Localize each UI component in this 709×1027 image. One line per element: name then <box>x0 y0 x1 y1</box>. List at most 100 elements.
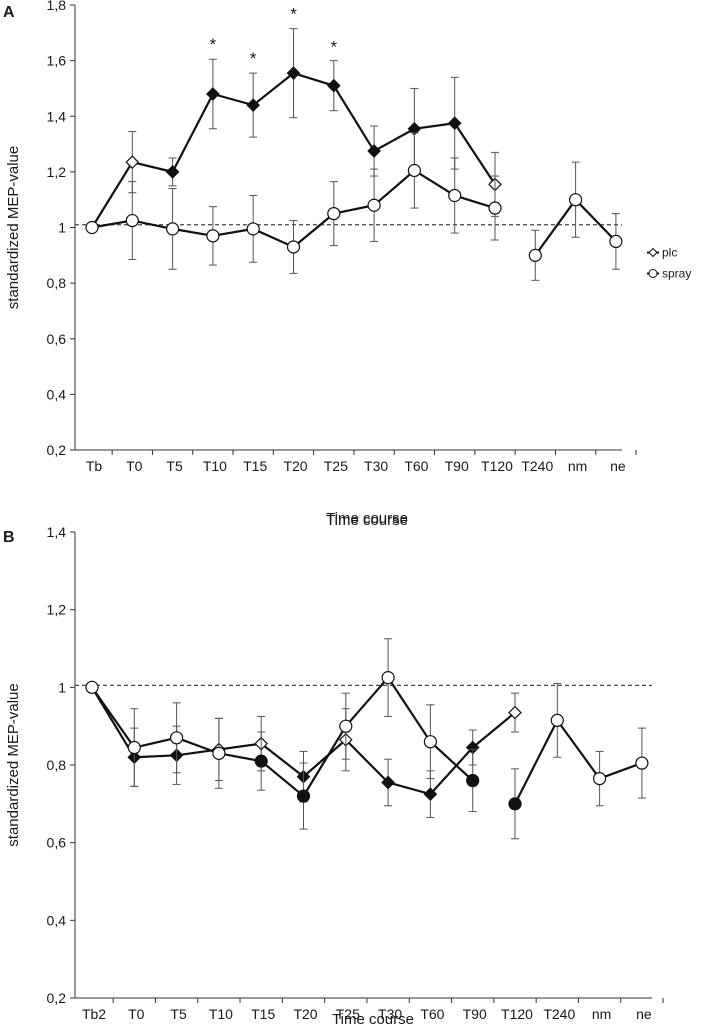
x-axis-title: Time course <box>332 1011 414 1027</box>
data-point <box>592 771 607 786</box>
x-tick-label: T25 <box>336 1006 360 1022</box>
data-point <box>206 229 220 243</box>
series-spray <box>85 132 623 281</box>
data-point <box>296 789 311 803</box>
data-point <box>448 188 462 203</box>
y-tick-label: 0,2 <box>47 990 67 1006</box>
y-tick-label: 0,6 <box>47 835 67 851</box>
y-axis-title: standardized MEP-value <box>5 683 22 846</box>
x-tick-label: ne <box>636 1006 652 1022</box>
x-tick-label: T5 <box>170 1006 187 1022</box>
data-point <box>246 222 260 236</box>
significance-marker: * <box>330 38 337 57</box>
data-point <box>170 731 184 745</box>
x-tick-label: T5 <box>166 458 183 474</box>
y-tick-label: 0,8 <box>47 757 67 773</box>
data-point <box>381 775 395 790</box>
x-tick-label: T240 <box>521 458 553 474</box>
y-tick-label: 1 <box>58 220 66 236</box>
y-tick-label: 1,8 <box>47 0 67 13</box>
x-tick-label: T15 <box>251 1006 275 1022</box>
data-point <box>609 234 623 249</box>
significance-marker: * <box>210 35 217 54</box>
data-point <box>206 87 220 101</box>
series-line <box>91 676 474 798</box>
data-point <box>635 756 649 770</box>
y-tick-label: 0,2 <box>47 442 67 458</box>
y-tick-label: 1,2 <box>47 164 67 180</box>
data-point <box>85 680 99 694</box>
x-tick-label: Tb <box>86 458 103 474</box>
data-point <box>127 740 141 755</box>
x-axis-title-top: Time course <box>326 510 408 527</box>
data-point <box>407 163 421 178</box>
data-point <box>381 671 395 685</box>
data-point <box>339 719 353 733</box>
x-tick-label: T60 <box>420 1006 444 1022</box>
data-point <box>286 66 301 80</box>
series-line <box>514 719 643 805</box>
legend-label-plc: plc <box>662 246 677 260</box>
y-tick-label: 1 <box>58 679 66 695</box>
x-tick-label: nm <box>592 1006 611 1022</box>
x-tick-label: nm <box>568 458 587 474</box>
y-tick-label: 1,2 <box>47 602 67 618</box>
data-point <box>125 155 140 169</box>
y-tick-label: 0,8 <box>47 275 67 291</box>
x-tick-label: T90 <box>463 1006 487 1022</box>
y-tick-label: 0,4 <box>47 912 67 928</box>
x-tick-label: T90 <box>445 458 469 474</box>
data-point <box>488 201 502 215</box>
data-point <box>423 735 437 749</box>
x-tick-label: T0 <box>126 458 143 474</box>
x-tick-label: T120 <box>501 1006 533 1022</box>
y-tick-label: 1,4 <box>47 108 67 124</box>
data-point <box>550 713 564 727</box>
chart-panel-a: A 0,2 0,4 0,6 0,8 1 1,2 1,4 1,6 1,8 Tb T0 T5 T10 T15 T2… <box>3 0 691 529</box>
x-tick-label: T10 <box>203 458 227 474</box>
data-point <box>508 705 522 720</box>
data-point <box>447 116 462 131</box>
data-point <box>423 787 438 801</box>
panel-letter: B <box>3 529 15 546</box>
x-tick-label: T10 <box>209 1006 233 1022</box>
series-plc <box>85 28 502 235</box>
legend: plc spray <box>647 246 691 281</box>
y-axis-title: standardized MEP-value <box>5 146 22 309</box>
data-point <box>246 98 261 112</box>
y-tick-label: 0,4 <box>47 386 67 402</box>
data-point <box>286 240 301 254</box>
y-tick-label: 1,6 <box>47 53 67 69</box>
data-point <box>125 213 139 228</box>
panel-letter: A <box>3 4 15 21</box>
data-point <box>165 165 180 179</box>
x-tick-label: T30 <box>364 458 388 474</box>
data-point <box>212 746 226 760</box>
significance-marker: * <box>290 4 297 23</box>
significance-marker: * <box>250 49 257 68</box>
data-point <box>568 193 583 207</box>
series-spray <box>85 638 649 840</box>
legend-label-spray: spray <box>662 267 691 281</box>
data-point <box>85 220 99 235</box>
data-point <box>508 797 522 811</box>
legend-marker-plc <box>648 247 658 258</box>
data-point <box>166 222 180 236</box>
x-tick-label: T20 <box>283 458 307 474</box>
x-axis-title: Time course <box>326 512 408 529</box>
x-tick-label: T240 <box>543 1006 575 1022</box>
x-tick-label: T25 <box>324 458 348 474</box>
y-tick-label: 0,6 <box>47 331 67 347</box>
data-point <box>466 773 480 788</box>
data-point <box>367 198 381 212</box>
y-tick-label: 1,4 <box>47 524 67 540</box>
legend-marker-spray <box>648 269 658 278</box>
x-tick-label: T60 <box>404 458 428 474</box>
data-point <box>326 78 341 93</box>
x-tick-label: T20 <box>293 1006 317 1022</box>
x-tick-label: Tb2 <box>82 1006 106 1022</box>
x-tick-label: T30 <box>378 1006 402 1022</box>
x-tick-label: ne <box>610 458 626 474</box>
